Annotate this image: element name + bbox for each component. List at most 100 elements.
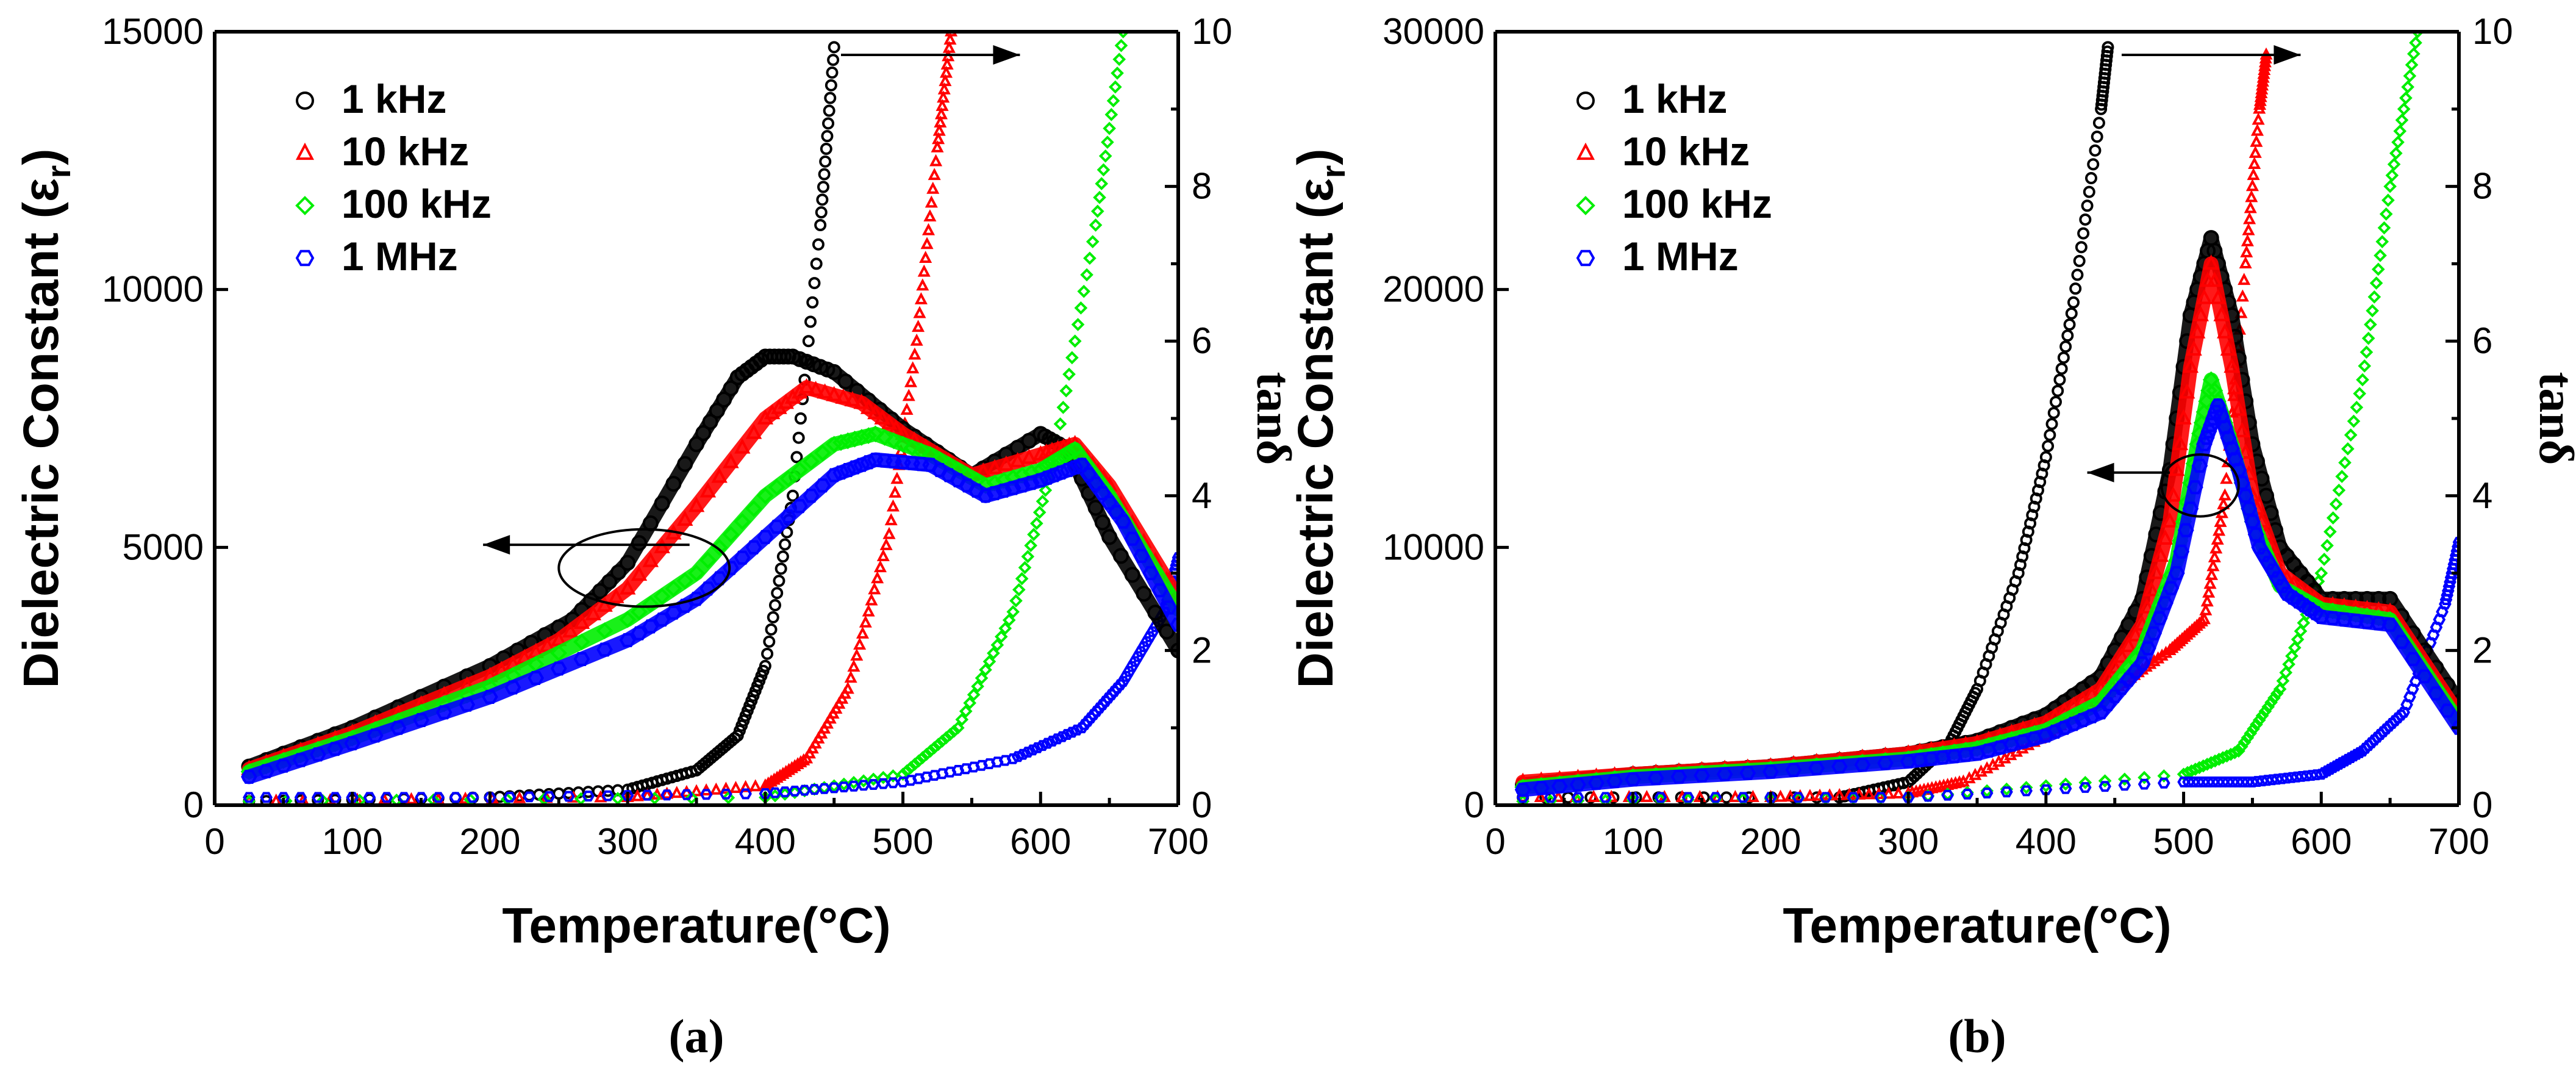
panel-a-loss-point (680, 789, 693, 800)
panel-b-loss-point (1774, 789, 1787, 802)
panel-b-loss-point (2059, 777, 2072, 791)
panel-b-loss-point (2247, 722, 2260, 736)
panel-a-loss-point (959, 705, 973, 718)
panel-a-dielectric-point (1124, 567, 1140, 583)
panel-a-dielectric-point (844, 391, 861, 407)
panel-b-dielectric-point (1551, 779, 1568, 794)
panel-b-loss-point (2092, 117, 2105, 129)
panel-b-x-tick-label: 100 (1603, 821, 1664, 862)
panel-b-loss-point (2152, 651, 2165, 664)
panel-b-dielectric-point (2393, 634, 2410, 649)
panel-a-loss-point (709, 782, 723, 795)
panel-a-legend-label-100-khz: 100 kHz (342, 181, 492, 226)
panel-b-y-left-tick-label: 30000 (1383, 11, 1484, 52)
panel-a-loss-point (660, 786, 674, 799)
panel-b-loss-point (2329, 497, 2343, 511)
panel-b-dielectric-point (2165, 486, 2181, 502)
panel-a-dielectric-point (803, 453, 820, 470)
panel-b-loss-point (2364, 318, 2377, 331)
panel-b-loss-point (2089, 144, 2102, 157)
panel-b-dielectric-point (2192, 306, 2209, 321)
panel-a-dielectric-point (998, 455, 1015, 471)
panel-b-loss-point (1534, 790, 1547, 802)
panel-a-dielectric-point (550, 661, 567, 676)
panel-a-loss-point (818, 783, 831, 794)
panel-a-dielectric-point (734, 550, 751, 565)
panel-a-loss-point (889, 485, 902, 498)
panel-b-dielectric-point (1785, 762, 1802, 777)
panel-b-loss-point (1874, 792, 1887, 803)
panel-a-loss-point (990, 638, 1004, 652)
panel-b-loss-point (1626, 792, 1640, 803)
panel-b-loss-point (2053, 373, 2066, 386)
panel-a-y-right-tick-label: 0 (1192, 784, 1212, 825)
panel-b-loss-point (2209, 541, 2223, 554)
panel-b-y-right-tick-label: 6 (2472, 320, 2492, 361)
panel-a-right-axis-title: tanδ (1247, 372, 1300, 465)
panel-a-loss-point (567, 790, 580, 803)
panel-b-loss-point (1902, 792, 1915, 803)
panel-a-dielectric-point (688, 564, 705, 582)
panel-a-loss-point (904, 761, 918, 775)
panel-b-dielectric-point (2026, 731, 2043, 746)
panel-b-x-tick-label: 0 (1485, 821, 1505, 862)
panel-a-loss-point (721, 791, 735, 805)
panel-a-dielectric-point (573, 614, 590, 629)
panel-a-loss-point (853, 637, 867, 650)
panel-b-loss-point (2157, 769, 2171, 783)
panel-b-loss-point (2367, 290, 2381, 304)
panel-b-dielectric-point (2186, 340, 2202, 356)
panel-a-loss-point (790, 451, 803, 464)
panel-a-dielectric-point (1101, 529, 1118, 545)
panel-b-dielectric-point (1946, 749, 1962, 764)
panel-b-loss-point (2395, 113, 2409, 127)
panel-a-loss-point (827, 54, 840, 66)
panel-a-loss-point (931, 737, 945, 751)
panel-a-legend-marker-100-khz (295, 196, 315, 215)
panel-b-x-tick-label: 200 (1740, 821, 1801, 862)
panel-b-dielectric-point (2209, 289, 2227, 304)
panel-a-loss-point (729, 781, 743, 793)
panel-a-legend-marker-10-khz (295, 142, 315, 160)
panel-a-dielectric-point (1133, 548, 1150, 563)
panel-b-dielectric-point (1570, 777, 1586, 792)
panel-a-loss-point (916, 278, 929, 291)
panel-a-dielectric-point (504, 680, 521, 695)
panel-b-loss-point (2405, 58, 2419, 72)
panel-a-dielectric-point (275, 758, 292, 773)
panel-b-dielectric-point (2274, 579, 2291, 594)
panel-a-loss-point (660, 789, 673, 801)
panel-a-dielectric-point (792, 351, 808, 367)
panel-a-loss-point (936, 98, 949, 111)
panel-a-dielectric-point (1112, 548, 1129, 564)
panel-a-loss-point (432, 792, 445, 803)
panel-a-dielectric-point (757, 529, 774, 544)
panel-a-loss-point (821, 130, 834, 143)
panel-b-loss-point (2044, 429, 2056, 442)
panel-a-loss-point (1077, 284, 1091, 298)
panel-b-dielectric-point (2227, 379, 2244, 395)
panel-b-loss-point (2236, 289, 2249, 302)
panel-a-loss-point (788, 786, 802, 799)
panel-b-loss-point (2314, 566, 2328, 580)
panel-a-dielectric-point (860, 427, 877, 445)
panel-b-dielectric-point (2120, 637, 2137, 653)
panel-b-dielectric-point (2177, 523, 2194, 537)
panel-b-legend-label-10-khz: 10 kHz (1622, 129, 1750, 174)
panel-a-y-right-tick-label: 2 (1192, 629, 1212, 670)
panel-b-dielectric-point (1969, 746, 1986, 761)
panel-a-loss-point (1146, 626, 1159, 637)
panel-b-loss-point (2055, 362, 2068, 375)
panel-a-loss-point (808, 277, 821, 290)
panel-a-loss-point (871, 571, 884, 584)
panel-b-loss-point (2214, 514, 2227, 527)
panel-a-dielectric-point (853, 429, 870, 446)
panel-b-dielectric-point (1588, 775, 1605, 790)
panel-a-dielectric-point (775, 348, 792, 365)
panel-b-loss-point (2279, 665, 2293, 680)
panel-a-loss-point (910, 333, 923, 346)
panel-b-dielectric-point (2195, 403, 2213, 421)
panel-a-loss-point (814, 219, 827, 231)
panel-b-dielectric-point (2224, 357, 2240, 373)
panel-a-dielectric-point (1161, 600, 1178, 615)
